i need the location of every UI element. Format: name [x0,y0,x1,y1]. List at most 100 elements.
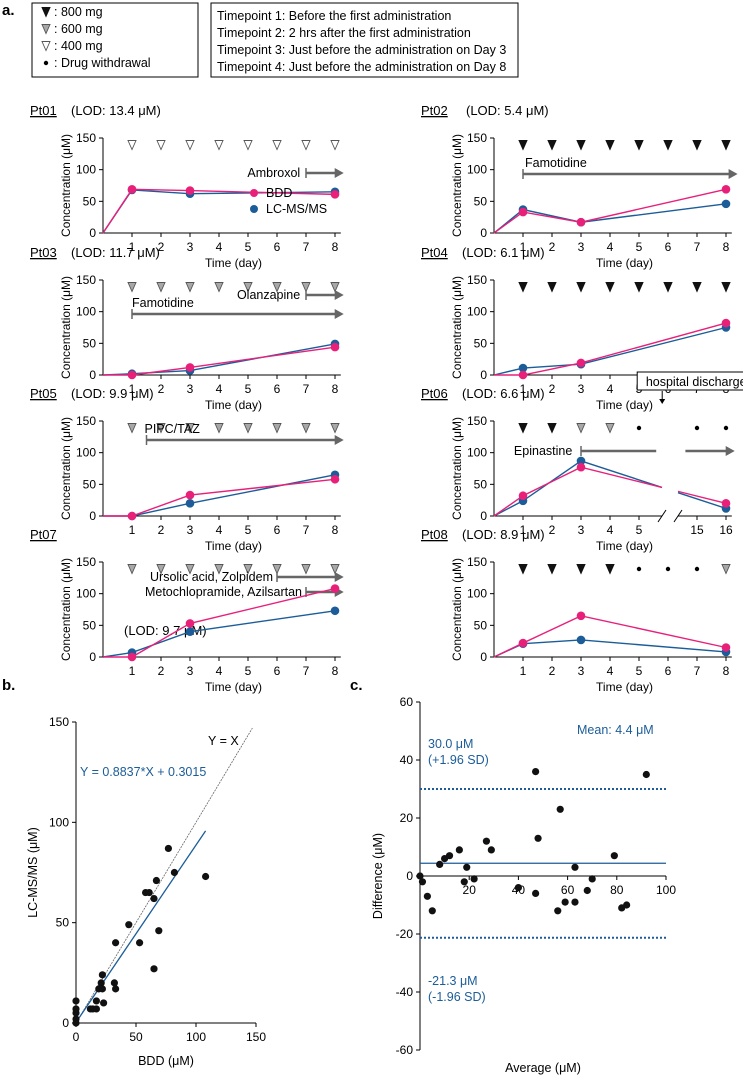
lod-label: (LOD: 6.6 μM) [462,386,545,401]
y-axis-label: Difference (μM) [371,833,385,919]
x-axis-label: Average (μM) [505,1061,581,1075]
series-line-bdd [103,587,336,658]
difference-point [482,837,491,845]
legend-lcms-label: LC-MS/MS [266,202,327,216]
panel-pt06: Pt06 (LOD: 6.6 μM)050100150Concentration … [421,371,743,553]
legend-dot-icon [43,60,49,66]
series-line-bdd [494,322,727,376]
data-point-lcms [576,635,586,645]
callout-pointer-head-icon [659,399,666,404]
x-axis-label: Time (day) [205,539,262,553]
timepoint-3: Timepoint 3: Just before the administrat… [217,43,506,57]
y-tick-label: 150 [49,715,69,729]
difference-point [623,901,631,909]
y-axis-label: Concentration (μM) [59,417,73,520]
series-line-bdd [493,615,727,658]
series-line-lcms [102,343,336,376]
x-tick-label: 2 [549,382,556,396]
mean-label: Mean: 4.4 μM [577,723,654,737]
scatter-point [112,939,120,947]
y-tick-label: 0 [480,509,487,523]
x-axis-label: Time (day) [205,398,262,412]
dose-marker-solid-triangle-icon [547,423,557,434]
x-tick-label: 5 [245,523,252,537]
series-line-bdd [493,466,663,517]
x-tick-label: 6 [274,523,281,537]
scatter-point [110,979,118,987]
data-point-bdd [721,643,731,652]
y-tick-label: 100 [76,163,96,177]
y-tick-label: 50 [83,618,97,632]
dose-marker-solid-triangle-icon [663,140,673,151]
legend-gray-triangle-icon [41,24,51,35]
x-tick-label: 2 [549,523,556,537]
y-tick-label: 150 [467,273,487,287]
data-point-lcms [185,499,195,508]
difference-point [487,846,495,854]
y-tick-label: 0 [89,368,96,382]
lod-label: (LOD: 11.7 μM) [71,245,160,260]
x-tick-label: 6 [274,664,281,678]
x-tick-label: 5 [636,240,643,254]
difference-point [514,884,523,892]
difference-point [554,907,562,915]
panel-pt08: Pt08 (LOD: 8.9 μM) 0 50 100 150Concentration … [421,527,732,694]
x-tick-label: 7 [303,664,310,678]
dose-marker-gray-triangle-icon [301,564,311,575]
lower-limit-value: -21.3 μM [428,974,478,988]
x-tick-label: 1 [129,240,136,254]
dose-marker-solid-triangle-icon [605,564,615,575]
medication-label: PIPC/TAZ [145,422,201,436]
callout-box [636,371,743,391]
legend-bdd-marker [250,189,258,197]
x-tick-label: 7 [694,240,701,254]
difference-point [532,768,540,776]
timepoint-4: Timepoint 4: Just before the administrat… [217,60,506,74]
scatter-panel: 0 50 100 150 0 50 100 150 BDD (μM) LC-MS/MS (μM) Y… [26,715,266,1068]
x-tick-label: 100 [186,1030,206,1044]
difference-point [532,889,540,898]
x-tick-label: 4 [216,382,223,396]
dose-legend-label: : 800 mg [54,5,103,19]
patient-title: Pt07 [30,527,57,542]
medication-arrow-head-icon [334,435,344,445]
dose-legend: : 800 mg: 600 mg: 400 mg: Drug withdrawa… [31,2,199,78]
scatter-point [136,939,144,947]
x-tick-label: 80 [610,883,624,897]
medication-label: Ursolic acid, Zolpidem [150,570,273,584]
dose-marker-open-triangle-icon [185,140,195,151]
x-axis-label: Time (day) [205,680,262,694]
x-tick-label: 50 [129,1030,143,1044]
x-tick-label: 6 [665,240,672,254]
x-tick-label: 1 [520,664,527,678]
panel-label-a: a. [2,2,15,19]
dose-marker-solid-triangle-icon [576,282,586,293]
series-line-lcms [102,610,336,658]
patient-title: Pt01 [30,103,57,118]
data-point-bdd [127,185,137,194]
dose-marker-solid-triangle-icon [576,564,586,575]
x-tick-label: 16 [719,523,733,537]
lod-label: (LOD: 9.9 μM) [71,386,154,401]
scatter-point [145,888,153,897]
y-axis-label: LC-MS/MS (μM) [26,827,40,918]
medication-label: Famotidine [132,296,194,310]
y-tick-label: 40 [400,753,414,767]
lod-label: (LOD: 5.4 μM) [466,103,549,118]
scatter-point [97,979,105,987]
series-line-lcms [103,474,336,517]
legend-lcms-marker [250,205,258,213]
medication-label: Epinastine [514,444,572,458]
difference-point [428,907,436,915]
patient-title: Pt05 [30,386,57,401]
patient-title: Pt04 [421,245,448,260]
difference-point [588,875,596,883]
x-axis-label: Time (day) [596,539,653,553]
data-point-bdd [330,474,340,484]
x-tick-label: 1 [520,382,527,396]
legend-bdd-label: BDD [266,186,292,200]
data-point-lcms [518,363,528,373]
dose-marker-solid-triangle-icon [721,140,731,151]
dose-legend-box [31,2,199,78]
difference-point [445,852,454,860]
